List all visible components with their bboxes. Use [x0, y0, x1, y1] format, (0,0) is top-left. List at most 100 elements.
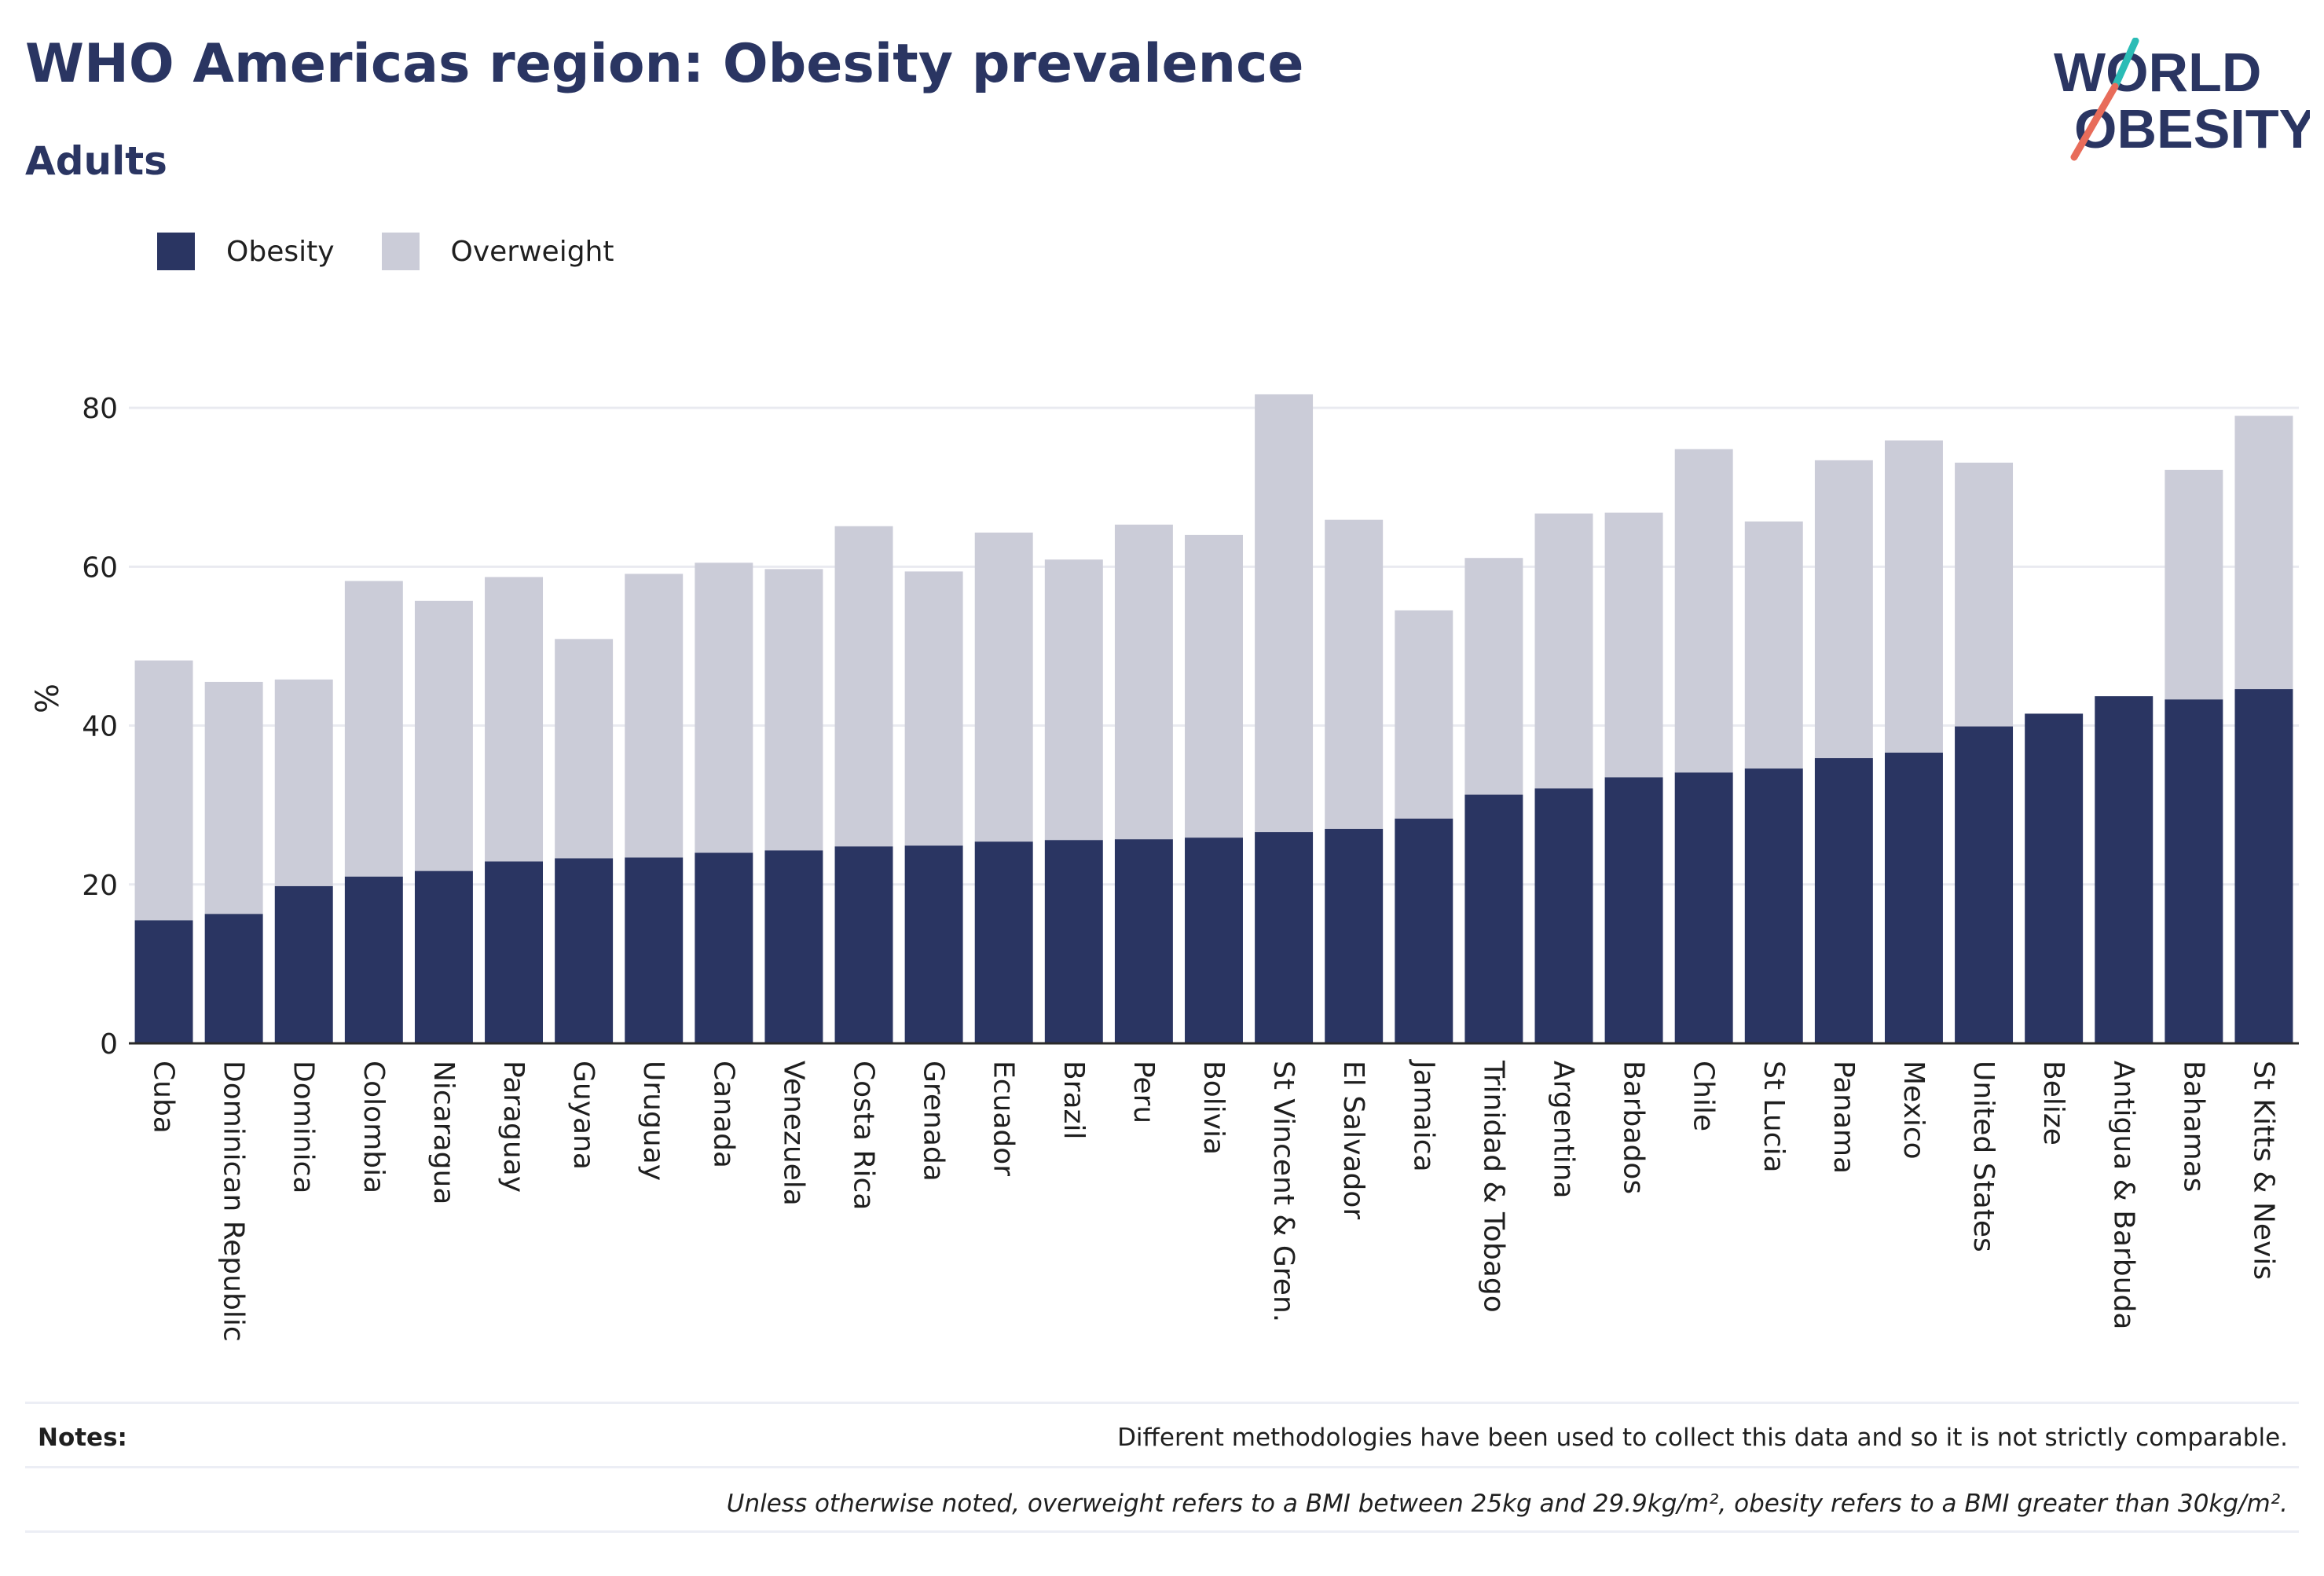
bar-overweight [485, 577, 544, 862]
x-tick-label: St Vincent & Gren. [1267, 1061, 1299, 1322]
bar-obesity [1185, 837, 1243, 1043]
chart-title: WHO Americas region: Obesity prevalence [25, 33, 1304, 95]
bar-overweight [1674, 449, 1733, 773]
bar-obesity [485, 861, 544, 1043]
bar-obesity [1464, 794, 1523, 1043]
x-tick-label: Uruguay [637, 1061, 669, 1181]
bar-overweight [974, 532, 1033, 842]
bar-obesity [1884, 752, 1943, 1043]
x-tick-label: Dominica [288, 1061, 320, 1194]
y-tick-label: 60 [82, 552, 118, 584]
x-tick-label: United States [1967, 1061, 2000, 1252]
bar-obesity [625, 857, 684, 1043]
bar-obesity [1395, 818, 1453, 1043]
x-tick-label: Chile [1688, 1061, 1720, 1131]
bar-overweight [695, 563, 753, 853]
bar-overweight [1884, 440, 1943, 753]
bar-overweight [904, 571, 963, 846]
bar-overweight [2165, 469, 2223, 700]
bar-overweight [1744, 521, 1803, 769]
bar-overweight [204, 681, 263, 914]
x-tick-label: Nicaragua [427, 1061, 460, 1204]
bar-obesity [2095, 696, 2154, 1043]
notes-footnote: Unless otherwise noted, overweight refer… [726, 1490, 2288, 1518]
bar-overweight [1464, 558, 1523, 795]
x-tick-label: El Salvador [1337, 1061, 1369, 1219]
x-tick-label: Venezuela [777, 1061, 809, 1206]
x-tick-label: Argentina [1547, 1061, 1579, 1199]
bar-overweight [1534, 513, 1593, 789]
x-tick-label: Panama [1827, 1061, 1860, 1174]
x-tick-label: Barbados [1618, 1061, 1650, 1194]
x-tick-label: Ecuador [988, 1061, 1020, 1176]
bar-obesity [274, 885, 333, 1043]
x-tick-label: Belize [2037, 1061, 2069, 1145]
bar-overweight [1255, 394, 1314, 833]
bar-overweight [344, 581, 403, 877]
bar-overweight [555, 639, 614, 859]
y-tick-label: 20 [82, 870, 118, 902]
bar-obesity [1604, 777, 1663, 1043]
x-tick-label: Bahamas [2177, 1061, 2209, 1193]
bar-obesity [1044, 840, 1103, 1043]
y-tick-label: 40 [82, 711, 118, 743]
bar-obesity [1255, 832, 1314, 1043]
bar-overweight [764, 569, 823, 851]
bar-obesity [1674, 772, 1733, 1043]
logo-line-1: WORLD [2054, 42, 2261, 103]
y-tick-label: 80 [82, 393, 118, 425]
bar-obesity [1325, 829, 1384, 1043]
logo-line-2: OBESITY [2074, 98, 2310, 159]
bar-obesity [695, 852, 753, 1043]
legend-label-overweight: Overweight [450, 235, 614, 268]
notes-text: Different methodologies have been used t… [1117, 1424, 2288, 1452]
x-tick-label: Antigua & Barbuda [2107, 1061, 2139, 1329]
bar-overweight [1955, 462, 2014, 727]
notes-top-divider [25, 1402, 2299, 1404]
chart-legend: Obesity Overweight [157, 233, 661, 270]
bar-overweight [134, 660, 193, 921]
bar-obesity [344, 876, 403, 1043]
x-tick-label: Colombia [357, 1061, 390, 1193]
x-tick-label: Dominican Republic [218, 1061, 250, 1342]
bar-obesity [1955, 726, 2014, 1043]
bar-obesity [204, 914, 263, 1043]
x-tick-label: Grenada [918, 1061, 950, 1182]
x-tick-label: Jamaica [1407, 1059, 1439, 1172]
world-obesity-logo: WORLD OBESITY [2051, 37, 2315, 171]
x-tick-label: St Lucia [1758, 1061, 1790, 1173]
notes-bottom-divider [25, 1530, 2299, 1533]
bar-overweight [1044, 559, 1103, 841]
bar-obesity [1534, 788, 1593, 1043]
notes-middle-divider [25, 1466, 2299, 1468]
bar-overweight [1604, 512, 1663, 778]
bar-obesity [2025, 713, 2084, 1043]
y-axis-label: % [30, 684, 66, 713]
legend-item-obesity: Obesity [157, 233, 335, 270]
bar-overweight [414, 600, 473, 871]
x-tick-label: Trinidad & Tobago [1477, 1060, 1509, 1313]
bar-obesity [1744, 768, 1803, 1043]
bar-overweight [2234, 416, 2293, 690]
bar-overweight [834, 526, 893, 847]
bar-overweight [625, 574, 684, 858]
legend-swatch-obesity [157, 233, 195, 270]
bar-obesity [414, 870, 473, 1043]
x-tick-label: Brazil [1058, 1061, 1090, 1139]
y-tick-label: 0 [100, 1028, 118, 1061]
bar-obesity [555, 858, 614, 1043]
x-tick-label: Mexico [1897, 1061, 1930, 1160]
bar-obesity [1814, 758, 1873, 1043]
bar-obesity [904, 845, 963, 1043]
x-tick-label: St Kitts & Nevis [2247, 1061, 2279, 1280]
stacked-bar-chart: 0 20 40 60 80% Cuba Dominican Republic Dominica… [30, 393, 2299, 1342]
legend-label-obesity: Obesity [226, 235, 335, 268]
notes-label: Notes: [38, 1424, 127, 1452]
x-tick-label: Costa Rica [848, 1061, 880, 1210]
legend-swatch-overweight [381, 233, 420, 270]
x-tick-label: Bolivia [1197, 1061, 1230, 1155]
x-tick-label: Cuba [148, 1061, 180, 1134]
chart-subtitle: Adults [25, 138, 167, 184]
bar-overweight [274, 679, 333, 886]
bar-obesity [834, 846, 893, 1043]
